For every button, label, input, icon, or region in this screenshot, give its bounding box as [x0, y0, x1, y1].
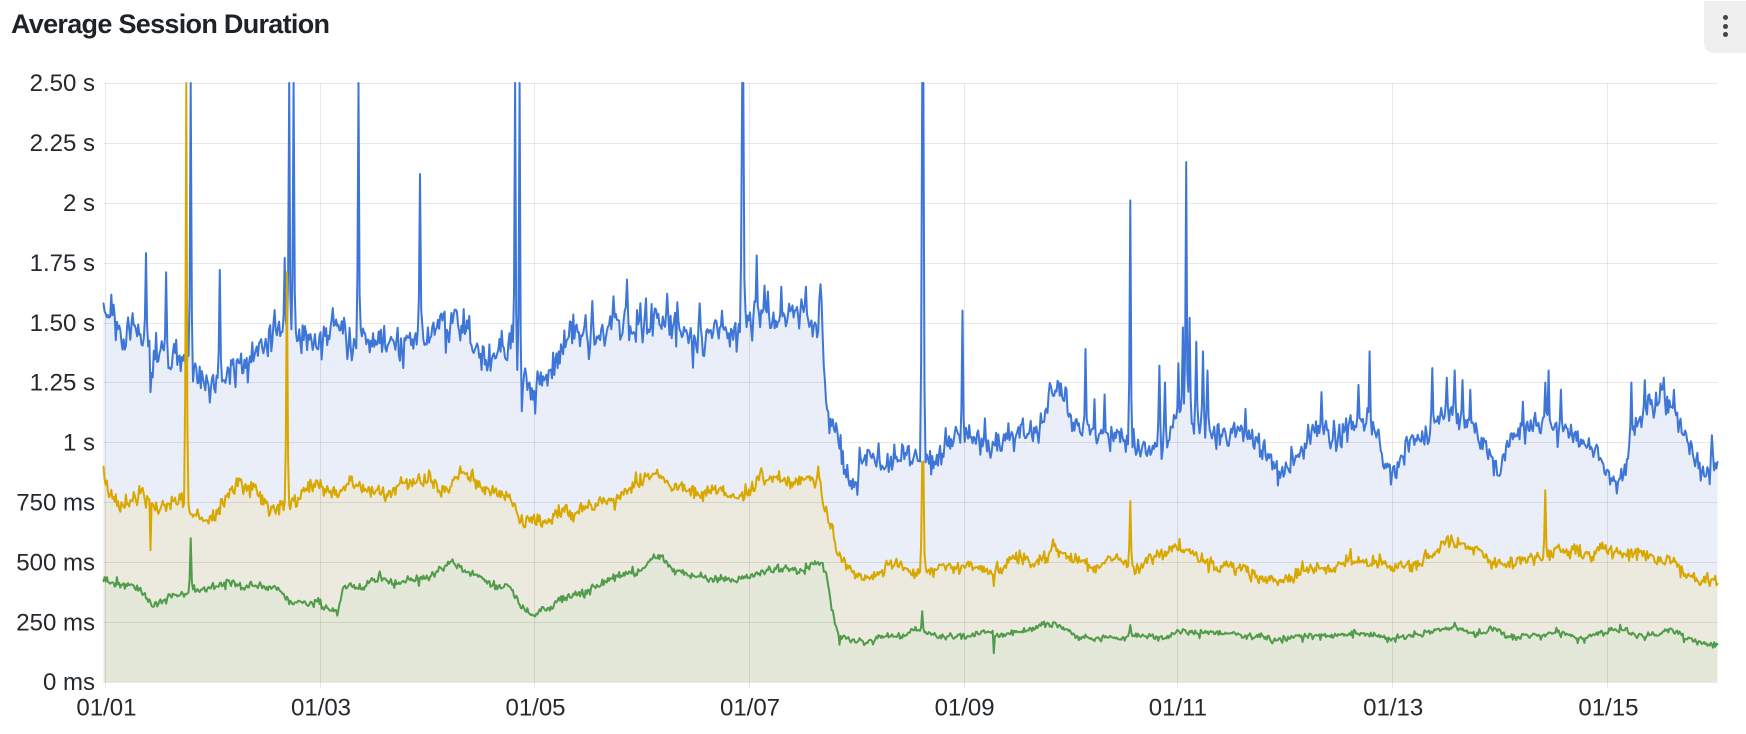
svg-text:01/15: 01/15 [1578, 695, 1638, 722]
svg-text:1.75 s: 1.75 s [30, 250, 95, 277]
svg-text:01/09: 01/09 [935, 695, 995, 722]
svg-text:1.25 s: 1.25 s [30, 370, 95, 397]
svg-text:2 s: 2 s [63, 190, 95, 217]
svg-text:1.50 s: 1.50 s [30, 310, 95, 337]
svg-text:01/07: 01/07 [720, 695, 780, 722]
svg-text:01/13: 01/13 [1363, 695, 1423, 722]
svg-text:2.50 s: 2.50 s [30, 70, 95, 97]
svg-text:01/03: 01/03 [291, 695, 351, 722]
svg-text:0 ms: 0 ms [43, 669, 95, 696]
svg-text:750 ms: 750 ms [16, 490, 95, 517]
svg-text:500 ms: 500 ms [16, 549, 95, 576]
svg-text:2.25 s: 2.25 s [30, 130, 95, 157]
svg-text:1 s: 1 s [63, 430, 95, 457]
svg-text:01/01: 01/01 [76, 695, 136, 722]
svg-text:01/11: 01/11 [1149, 695, 1207, 722]
svg-text:01/05: 01/05 [505, 695, 565, 722]
svg-text:250 ms: 250 ms [16, 609, 95, 636]
